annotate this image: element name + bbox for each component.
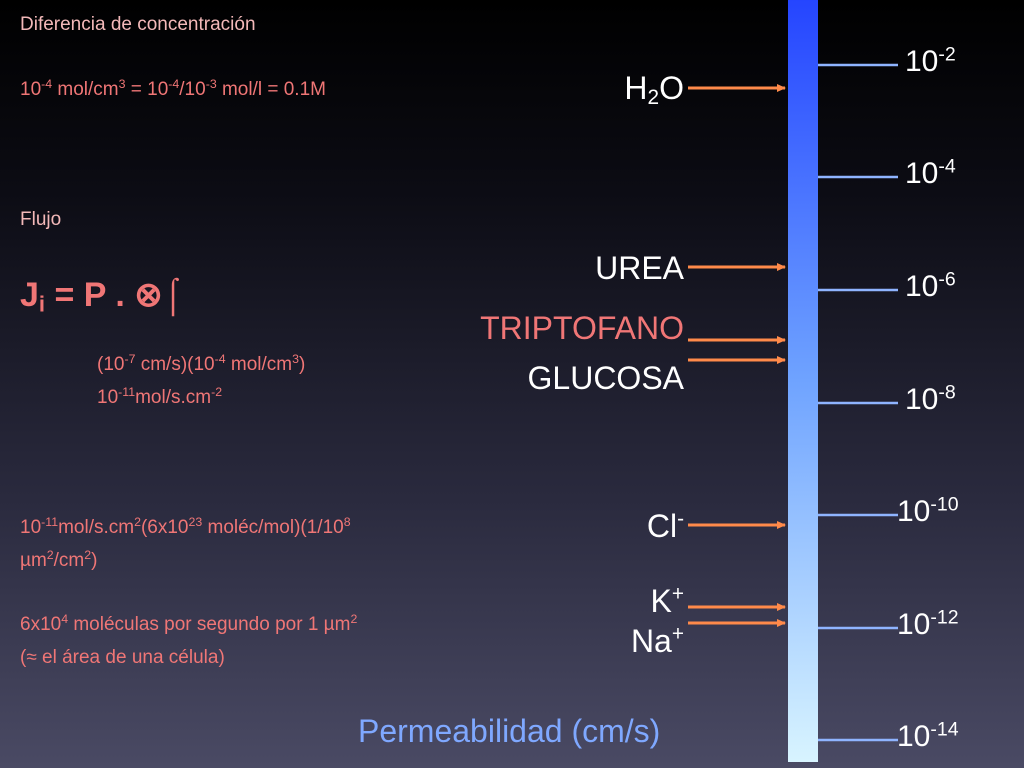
text-run: -12	[930, 606, 959, 629]
text-run: Cl	[646, 508, 678, 544]
text-run: Na	[630, 623, 672, 659]
text-run: (6x10	[140, 517, 189, 538]
text-run: H	[624, 70, 648, 106]
flux-heading: Flujo	[20, 209, 62, 230]
text-run: +	[671, 582, 684, 606]
text-run: -11	[118, 385, 136, 400]
text-run: µm	[20, 550, 47, 571]
text-run: )	[299, 354, 306, 375]
text-run: 2	[84, 548, 92, 563]
text-run: 10	[20, 517, 42, 538]
concentration-line: 10-4 mol/cm3 = 10-4/10-3 mol/l = 0.1M	[20, 77, 326, 100]
text-run: 10	[897, 495, 931, 528]
tick-label: 10-10	[897, 495, 959, 528]
text-run: -11	[41, 515, 59, 530]
text-run: TRIPTOFANO	[480, 310, 684, 346]
tick-label: 10-6	[905, 270, 956, 303]
text-run: -4	[168, 77, 180, 92]
text-run: mol/s.cm	[58, 517, 135, 538]
text-run: mol/s.cm	[135, 387, 212, 408]
tick-label: 10-14	[897, 720, 959, 753]
molecules: 6x104 moléculas por segundo por 1 µm2	[20, 612, 358, 635]
text-run: +	[671, 622, 684, 646]
text-run: 10	[905, 45, 939, 78]
text-run: -	[677, 507, 684, 531]
text-run: 8	[343, 515, 351, 530]
tick-label: 10-2	[905, 45, 956, 78]
text-run: 3	[292, 352, 299, 367]
text-run: 10	[897, 608, 931, 641]
text-run: cm/s)(10	[135, 354, 215, 375]
text-run: -4	[41, 77, 53, 92]
text-run: -2	[938, 43, 956, 66]
substance-label: Na+	[424, 622, 684, 659]
text-run: 10	[20, 79, 42, 100]
text-run: 10	[905, 157, 939, 190]
text-run: O	[659, 70, 684, 106]
heading: Diferencia de concentración	[20, 14, 256, 35]
text-run: K	[650, 583, 672, 619]
text-run: J	[20, 276, 39, 314]
text-run: 2	[350, 612, 358, 627]
flux-result: 10-11mol/s.cm-2	[97, 385, 223, 408]
equation: Ji = P . ⊗⌠	[20, 276, 184, 315]
text-run: mol/cm	[52, 79, 119, 100]
text-run: 10	[97, 387, 119, 408]
text-run: /10	[179, 79, 206, 100]
text-run: 2	[647, 86, 660, 110]
tick-label: 10-8	[905, 383, 956, 416]
text-run: 6x10	[20, 614, 62, 635]
substance-label: H2O	[424, 70, 684, 108]
text-run: -8	[938, 381, 956, 404]
text-run: )	[91, 550, 98, 571]
text-run: 23	[188, 515, 203, 530]
text-run: moléc/mol)(1/10	[202, 517, 344, 538]
text-run: 10	[905, 383, 939, 416]
tick-label: 10-4	[905, 157, 956, 190]
text-run: = P . ⊗⌠	[45, 276, 184, 314]
text-run: 10	[897, 720, 931, 753]
text-run: (10	[97, 354, 125, 375]
text-run: 2	[134, 515, 141, 530]
text-run: /cm	[53, 550, 85, 571]
text-run: i	[38, 291, 46, 317]
text-run: -6	[938, 268, 956, 291]
substance-label: TRIPTOFANO	[424, 312, 684, 344]
text-run: -14	[930, 718, 959, 741]
text-run: 3	[118, 77, 126, 92]
substance-label: Cl-	[424, 507, 684, 544]
text-run: moléculas por segundo por 1 µm	[68, 614, 351, 635]
text-run: -7	[124, 352, 136, 367]
text-run: -4	[214, 352, 226, 367]
text-run: 2	[46, 548, 54, 563]
flux-units: (10-7 cm/s)(10-4 mol/cm3)	[97, 352, 306, 375]
substance-label: GLUCOSA	[424, 362, 684, 394]
conversion: 10-11mol/s.cm2(6x1023 moléc/mol)(1/108	[20, 515, 351, 538]
substance-label: K+	[424, 582, 685, 619]
permeability-bar	[788, 0, 818, 762]
text-run: = 10	[125, 79, 169, 100]
text-run: GLUCOSA	[527, 360, 684, 396]
text-run: mol/cm	[225, 354, 293, 375]
axis-label: Permeabilidad (cm/s)	[358, 713, 661, 749]
text-run: 10	[905, 270, 939, 303]
tick-label: 10-12	[897, 608, 959, 641]
text-run: -4	[938, 155, 956, 178]
substance-label: UREA	[424, 252, 684, 284]
text-run: -2	[211, 385, 223, 400]
conversion-cont: µm2/cm2)	[20, 548, 98, 571]
text-run: -3	[205, 77, 217, 92]
text-run: 4	[61, 612, 69, 627]
text-run: mol/l = 0.1M	[216, 79, 326, 100]
text-run: UREA	[595, 250, 684, 286]
molecules-note: (≈ el área de una célula)	[20, 647, 225, 668]
text-run: -10	[930, 493, 959, 516]
